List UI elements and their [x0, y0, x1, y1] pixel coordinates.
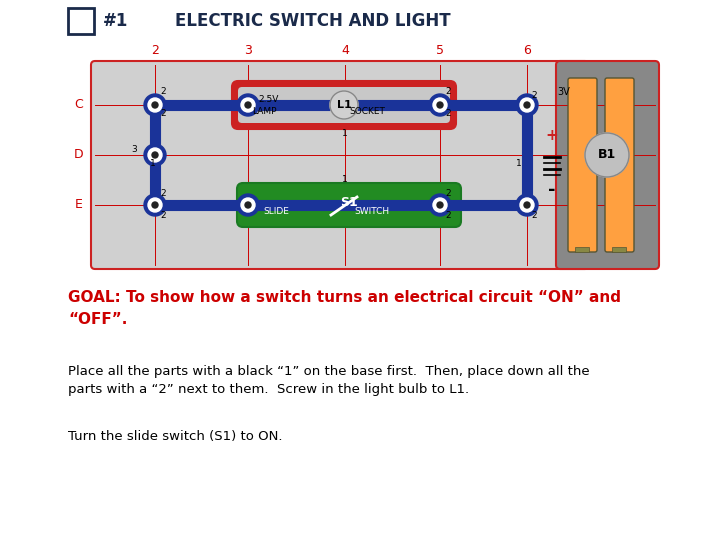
- Circle shape: [330, 91, 358, 119]
- Text: 2: 2: [445, 109, 451, 118]
- Text: 2: 2: [160, 188, 166, 198]
- Text: 2: 2: [160, 109, 166, 118]
- Text: 1: 1: [516, 159, 522, 167]
- Text: 3V: 3V: [557, 87, 570, 97]
- Text: 3: 3: [131, 145, 137, 154]
- Circle shape: [148, 198, 162, 212]
- Bar: [68, 8, 94, 34]
- Text: 5: 5: [436, 44, 444, 57]
- Circle shape: [237, 94, 259, 116]
- Circle shape: [152, 202, 158, 208]
- Circle shape: [144, 194, 166, 216]
- FancyBboxPatch shape: [556, 61, 659, 269]
- Text: 2: 2: [160, 211, 166, 219]
- Text: 4: 4: [341, 44, 349, 57]
- Text: 1: 1: [342, 174, 348, 184]
- Text: SWITCH: SWITCH: [354, 206, 389, 215]
- Circle shape: [585, 133, 629, 177]
- Text: 2: 2: [445, 211, 451, 219]
- Text: 2: 2: [531, 91, 536, 99]
- Text: 3: 3: [244, 44, 252, 57]
- Text: D: D: [73, 148, 83, 161]
- Text: C: C: [74, 98, 83, 111]
- Text: GOAL: To show how a switch turns an electrical circuit “ON” and: GOAL: To show how a switch turns an elec…: [68, 290, 621, 305]
- Text: B1: B1: [598, 148, 616, 161]
- Text: 2: 2: [445, 188, 451, 198]
- Text: +: +: [546, 127, 559, 143]
- Circle shape: [437, 202, 443, 208]
- Text: 1: 1: [342, 129, 348, 138]
- Circle shape: [524, 102, 530, 108]
- Text: ELECTRIC SWITCH AND LIGHT: ELECTRIC SWITCH AND LIGHT: [175, 12, 451, 30]
- Bar: [612, 247, 626, 252]
- Circle shape: [152, 102, 158, 108]
- Text: 6: 6: [523, 44, 531, 57]
- Circle shape: [245, 102, 251, 108]
- Circle shape: [433, 98, 447, 112]
- FancyBboxPatch shape: [232, 81, 456, 129]
- Circle shape: [520, 198, 534, 212]
- Circle shape: [152, 152, 158, 158]
- Circle shape: [429, 94, 451, 116]
- Text: L1: L1: [337, 100, 351, 110]
- Text: 2: 2: [445, 86, 451, 96]
- Circle shape: [148, 98, 162, 112]
- Text: S1: S1: [340, 197, 358, 210]
- FancyBboxPatch shape: [605, 78, 634, 252]
- FancyBboxPatch shape: [91, 61, 589, 269]
- Circle shape: [433, 198, 447, 212]
- Circle shape: [144, 144, 166, 166]
- Circle shape: [516, 194, 538, 216]
- Text: 2: 2: [160, 86, 166, 96]
- Circle shape: [429, 194, 451, 216]
- FancyBboxPatch shape: [238, 87, 450, 123]
- Circle shape: [437, 102, 443, 108]
- Text: E: E: [75, 199, 83, 212]
- Text: 1: 1: [150, 159, 156, 167]
- Text: LAMP: LAMP: [252, 106, 276, 116]
- Text: 2.5V: 2.5V: [258, 94, 279, 104]
- Text: Place all the parts with a black “1” on the base first.  Then, place down all th: Place all the parts with a black “1” on …: [68, 365, 590, 396]
- Text: Turn the slide switch (S1) to ON.: Turn the slide switch (S1) to ON.: [68, 430, 282, 443]
- Text: #1: #1: [103, 12, 128, 30]
- Circle shape: [241, 98, 255, 112]
- Circle shape: [148, 148, 162, 162]
- Text: 2: 2: [151, 44, 159, 57]
- Circle shape: [237, 194, 259, 216]
- Circle shape: [241, 198, 255, 212]
- Text: SOCKET: SOCKET: [349, 106, 385, 116]
- Bar: [575, 247, 589, 252]
- Circle shape: [524, 202, 530, 208]
- Circle shape: [516, 94, 538, 116]
- Text: “OFF”.: “OFF”.: [68, 312, 127, 327]
- FancyBboxPatch shape: [237, 183, 461, 227]
- Circle shape: [144, 94, 166, 116]
- FancyBboxPatch shape: [568, 78, 597, 252]
- Text: 2: 2: [531, 211, 536, 219]
- Circle shape: [245, 202, 251, 208]
- Text: SLIDE: SLIDE: [263, 206, 289, 215]
- Circle shape: [520, 98, 534, 112]
- Text: -: -: [548, 181, 556, 199]
